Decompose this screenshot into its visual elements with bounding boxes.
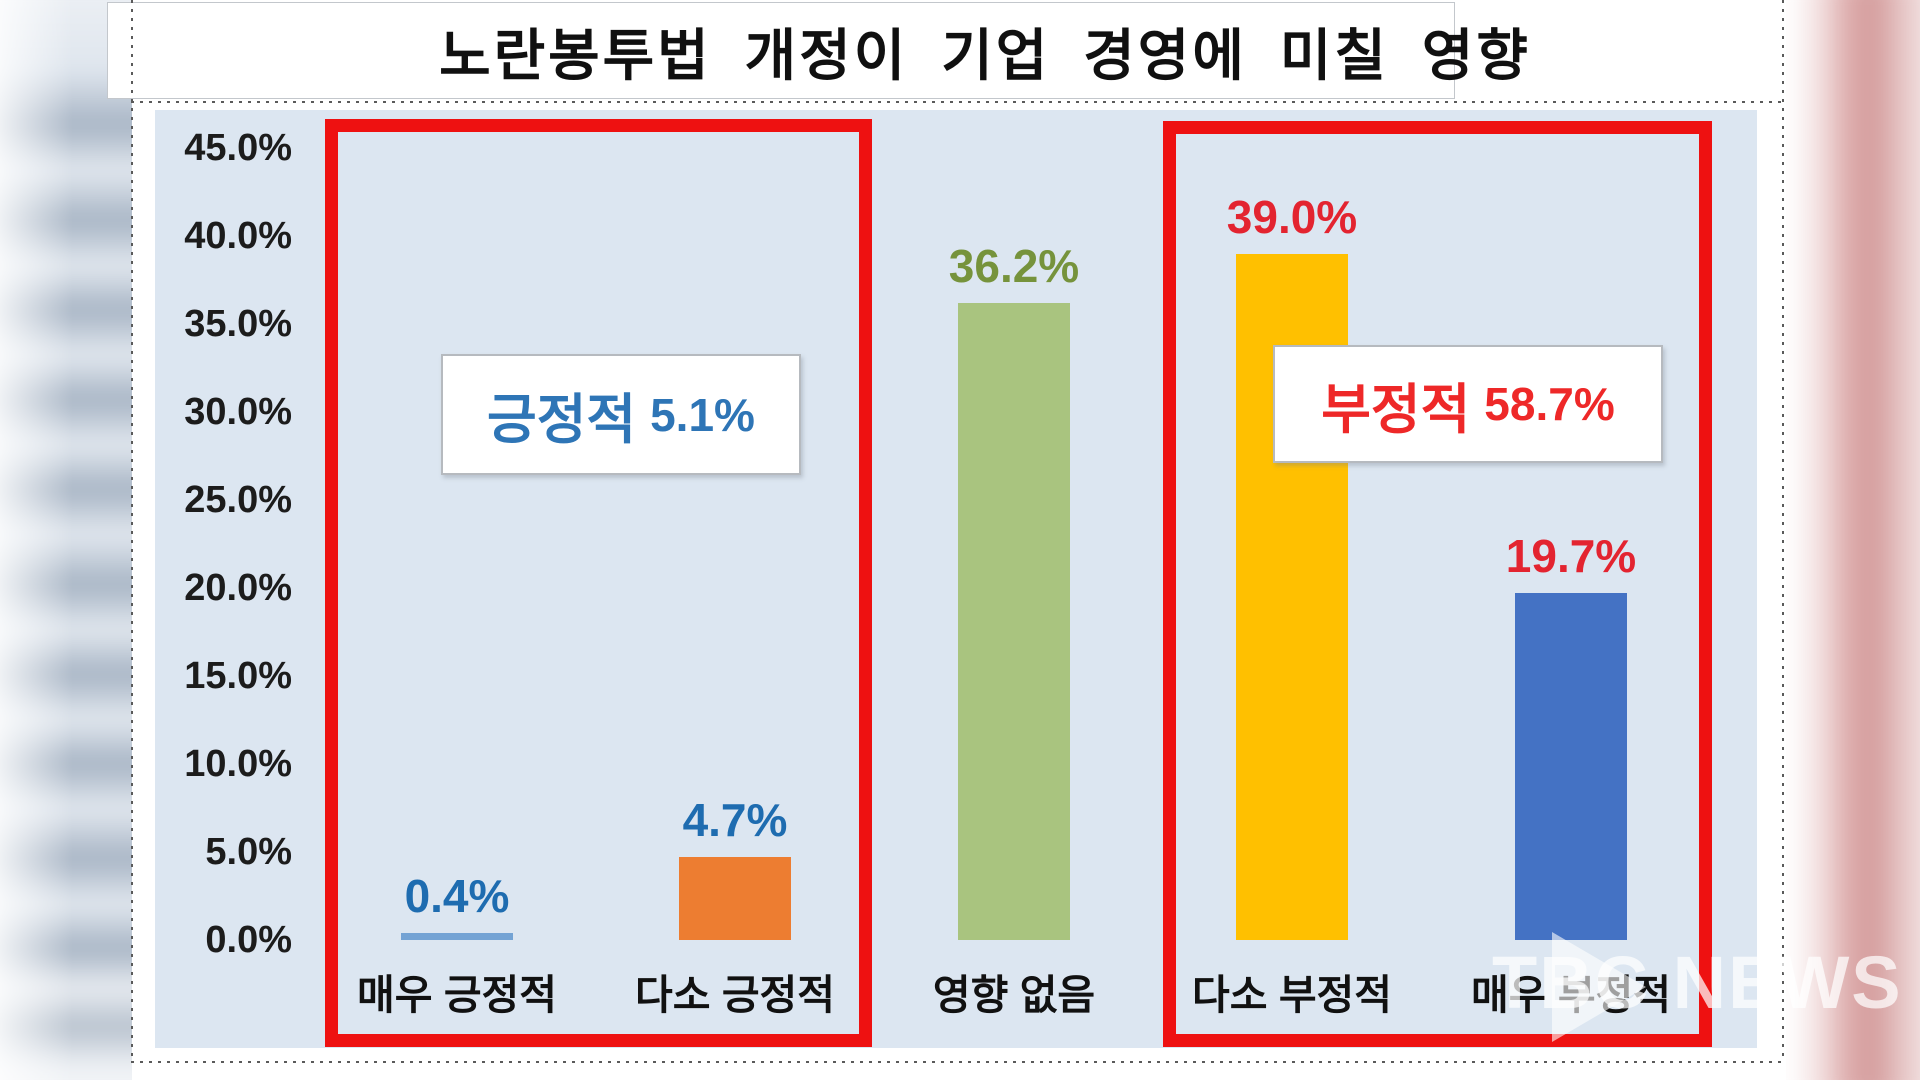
- y-axis-tick-label: 25.0%: [184, 479, 292, 521]
- plot-area: [155, 110, 1757, 1048]
- y-axis-tick-label: 40.0%: [184, 215, 292, 257]
- bar-1: [401, 933, 513, 940]
- category-label-3: 영향 없음: [932, 972, 1096, 1018]
- dashed-guide-left: [131, 0, 133, 1062]
- positive-total-callout: 긍정적 5.1%: [441, 354, 801, 475]
- y-axis-tick-label: 5.0%: [205, 831, 292, 873]
- positive-callout-value: 5.1%: [650, 388, 755, 441]
- right-blur-strip: [1786, 0, 1920, 1080]
- value-label-2: 4.7%: [682, 794, 788, 846]
- value-label-1: 0.4%: [404, 870, 510, 922]
- right-blur-gradient: [1786, 0, 1920, 1080]
- y-axis-tick-label: 10.0%: [184, 743, 292, 785]
- value-label-5: 19.7%: [1505, 530, 1637, 582]
- y-axis-tick-label: 0.0%: [205, 919, 292, 961]
- dashed-guide-top: [131, 101, 1784, 103]
- category-label-2: 다소 긍정적: [635, 972, 835, 1018]
- positive-group-outline: [325, 119, 872, 1047]
- negative-callout-label: 부정적: [1321, 379, 1471, 440]
- y-axis-tick-label: 35.0%: [184, 303, 292, 345]
- negative-group-outline: [1163, 121, 1712, 1047]
- dashed-guide-right: [1782, 0, 1784, 1062]
- y-axis-tick-label: 45.0%: [184, 127, 292, 169]
- negative-total-callout: 부정적 58.7%: [1273, 345, 1663, 463]
- category-label-4: 다소 부정적: [1192, 972, 1392, 1018]
- y-axis-tick-label: 20.0%: [184, 567, 292, 609]
- dashed-guide-bottom: [131, 1061, 1784, 1063]
- value-label-4: 39.0%: [1226, 191, 1358, 243]
- y-axis-tick-label: 30.0%: [184, 391, 292, 433]
- y-axis-tick-label: 15.0%: [184, 655, 292, 697]
- bar-3: [958, 303, 1070, 940]
- bar-2: [679, 857, 791, 940]
- play-triangle-icon: [1552, 932, 1646, 1042]
- chart-title: 노란봉투법 개정이 기업 경영에 미칠 영향: [439, 25, 1531, 88]
- title-box: [107, 2, 1455, 99]
- bar-5: [1515, 593, 1627, 940]
- left-blur-fade: [0, 0, 132, 1080]
- positive-callout-label: 긍정적: [487, 390, 637, 450]
- left-blur-strip: [0, 0, 132, 1080]
- watermark: TBC NEWS: [1492, 930, 1912, 1045]
- negative-callout-value: 58.7%: [1484, 378, 1615, 430]
- category-label-1: 매우 긍정적: [357, 972, 557, 1018]
- value-label-3: 36.2%: [948, 240, 1080, 292]
